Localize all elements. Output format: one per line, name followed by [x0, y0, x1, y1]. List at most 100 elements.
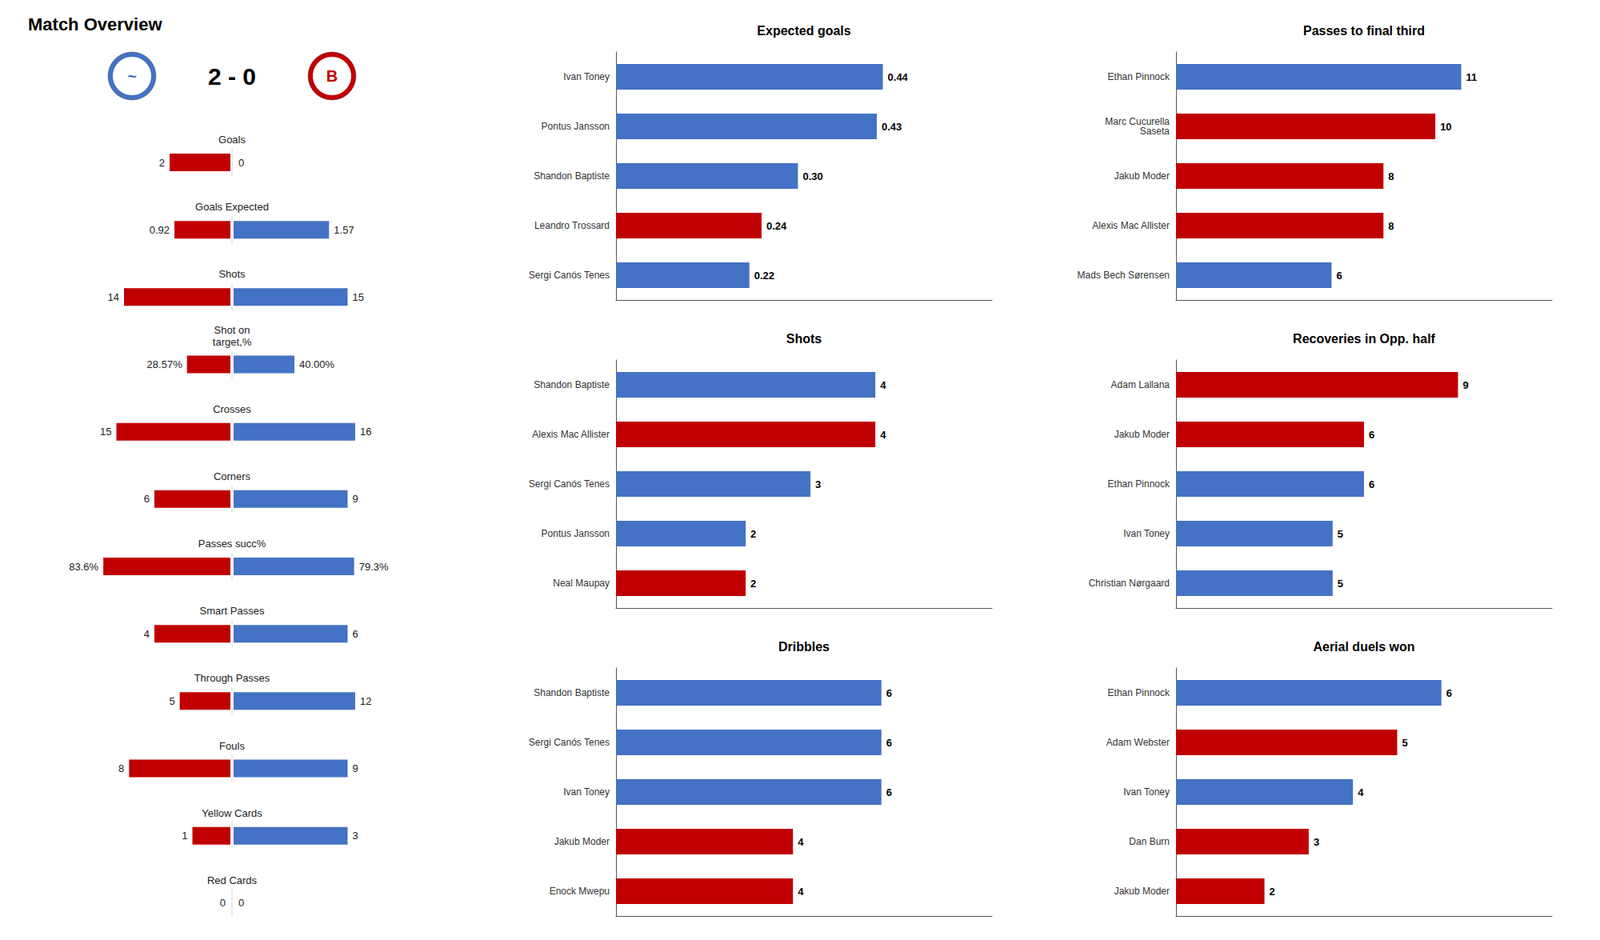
svg-text:6: 6: [886, 736, 892, 749]
svg-text:0.30: 0.30: [802, 170, 823, 183]
svg-text:B: B: [326, 67, 338, 85]
svg-text:6: 6: [1368, 428, 1375, 441]
svg-text:9: 9: [352, 492, 359, 505]
svg-text:2: 2: [750, 528, 756, 540]
svg-text:0.92: 0.92: [149, 224, 170, 236]
svg-text:15: 15: [352, 291, 364, 304]
svg-text:~: ~: [127, 67, 137, 85]
svg-text:Leandro Trossard: Leandro Trossard: [534, 220, 610, 232]
svg-text:4: 4: [797, 836, 804, 848]
svg-text:Through Passes: Through Passes: [194, 672, 271, 684]
svg-text:Goals: Goals: [218, 133, 246, 146]
svg-text:Saseta: Saseta: [1140, 125, 1171, 137]
svg-text:Yellow Cards: Yellow Cards: [201, 807, 263, 820]
svg-text:Jakub Moder: Jakub Moder: [1114, 885, 1170, 897]
svg-text:Ivan Toney: Ivan Toney: [563, 71, 610, 83]
svg-text:Goals Expected: Goals Expected: [195, 200, 269, 213]
svg-text:15: 15: [100, 425, 112, 438]
svg-text:Ivan Toney: Ivan Toney: [1123, 528, 1170, 540]
svg-text:Ivan Toney: Ivan Toney: [563, 786, 610, 798]
svg-text:Pontus Jansson: Pontus Jansson: [541, 528, 610, 540]
svg-text:Shots: Shots: [218, 268, 246, 280]
svg-text:6: 6: [1446, 687, 1452, 700]
svg-text:6: 6: [886, 687, 892, 700]
svg-text:0.22: 0.22: [754, 269, 775, 282]
svg-text:83.6%: 83.6%: [68, 560, 99, 573]
svg-text:0.43: 0.43: [881, 120, 902, 133]
svg-text:Adam Lallana: Adam Lallana: [1111, 379, 1171, 391]
svg-text:6: 6: [144, 492, 150, 505]
svg-text:Red Cards: Red Cards: [207, 874, 258, 887]
svg-text:Dribbles: Dribbles: [778, 640, 830, 654]
svg-text:Aerial duels won: Aerial duels won: [1312, 640, 1415, 654]
svg-text:Enock Mwepu: Enock Mwepu: [549, 885, 610, 897]
svg-text:4: 4: [880, 428, 887, 441]
svg-text:0: 0: [238, 156, 244, 169]
svg-text:Adam Webster: Adam Webster: [1106, 736, 1170, 748]
svg-text:2: 2: [1269, 885, 1276, 898]
svg-text:Ivan Toney: Ivan Toney: [1123, 786, 1170, 798]
svg-text:target,%: target,%: [212, 336, 252, 348]
svg-text:Jakub Moder: Jakub Moder: [554, 836, 610, 848]
svg-text:2 - 0: 2 - 0: [208, 63, 256, 90]
svg-text:6: 6: [886, 786, 892, 799]
svg-text:Shandon Baptiste: Shandon Baptiste: [533, 687, 610, 699]
svg-text:Corners: Corners: [213, 470, 252, 483]
svg-text:0: 0: [238, 896, 244, 909]
svg-text:8: 8: [1388, 220, 1394, 232]
svg-text:Mads Bech Sørensen: Mads Bech Sørensen: [1077, 269, 1170, 281]
svg-text:4: 4: [797, 885, 804, 898]
svg-text:Recoveries in Opp. half: Recoveries in Opp. half: [1292, 332, 1436, 346]
svg-text:Jakub Moder: Jakub Moder: [1114, 170, 1170, 182]
svg-text:Shots: Shots: [786, 332, 823, 346]
svg-text:Alexis Mac Allister: Alexis Mac Allister: [532, 428, 610, 440]
svg-text:14: 14: [108, 291, 120, 304]
svg-text:Smart Passes: Smart Passes: [200, 604, 265, 617]
svg-text:Neal Maupay: Neal Maupay: [552, 577, 610, 589]
svg-text:2: 2: [159, 156, 165, 169]
svg-text:1.57: 1.57: [333, 224, 354, 236]
svg-text:Fouls: Fouls: [219, 740, 245, 752]
svg-text:5: 5: [1337, 577, 1344, 590]
svg-text:12: 12: [360, 695, 372, 708]
svg-text:Passes to final third: Passes to final third: [1303, 24, 1425, 38]
svg-text:3: 3: [352, 829, 359, 842]
svg-text:16: 16: [360, 425, 372, 438]
svg-text:Pontus Jansson: Pontus Jansson: [541, 120, 610, 132]
svg-text:10: 10: [1440, 120, 1452, 133]
svg-text:28.57%: 28.57%: [147, 358, 184, 371]
svg-text:Sergi Canós Tenes: Sergi Canós Tenes: [528, 269, 610, 281]
svg-text:Shandon Baptiste: Shandon Baptiste: [533, 379, 610, 391]
svg-text:5: 5: [1337, 528, 1344, 540]
svg-text:Shandon Baptiste: Shandon Baptiste: [533, 170, 610, 182]
svg-text:Ethan Pinnock: Ethan Pinnock: [1108, 71, 1171, 83]
svg-text:9: 9: [352, 762, 359, 775]
svg-text:79.3%: 79.3%: [359, 560, 389, 573]
svg-text:8: 8: [118, 762, 124, 775]
svg-text:Dan Burn: Dan Burn: [1128, 836, 1170, 848]
svg-text:9: 9: [1463, 379, 1469, 392]
svg-text:Ethan Pinnock: Ethan Pinnock: [1108, 478, 1171, 490]
svg-text:Expected goals: Expected goals: [756, 24, 851, 38]
svg-text:Shot on: Shot on: [214, 324, 251, 336]
svg-text:5: 5: [168, 695, 175, 708]
svg-text:Sergi Canós Tenes: Sergi Canós Tenes: [528, 736, 610, 748]
svg-text:0.24: 0.24: [766, 220, 788, 232]
svg-text:0.44: 0.44: [888, 71, 909, 84]
svg-text:Alexis Mac Allister: Alexis Mac Allister: [1092, 220, 1170, 232]
svg-text:Passes succ%: Passes succ%: [198, 537, 267, 550]
svg-text:4: 4: [1357, 786, 1364, 799]
svg-text:6: 6: [1368, 478, 1375, 491]
svg-text:8: 8: [1388, 170, 1394, 183]
svg-text:3: 3: [815, 478, 821, 491]
svg-text:2: 2: [750, 577, 756, 590]
svg-text:11: 11: [1466, 71, 1478, 84]
svg-text:Christian Nørgaard: Christian Nørgaard: [1088, 577, 1170, 589]
svg-text:1: 1: [181, 829, 188, 842]
svg-text:0: 0: [220, 896, 226, 909]
svg-text:5: 5: [1401, 736, 1408, 749]
svg-text:Match Overview: Match Overview: [28, 14, 163, 35]
svg-text:Jakub Moder: Jakub Moder: [1114, 428, 1170, 440]
svg-text:Crosses: Crosses: [212, 403, 252, 416]
svg-text:40.00%: 40.00%: [299, 358, 336, 371]
